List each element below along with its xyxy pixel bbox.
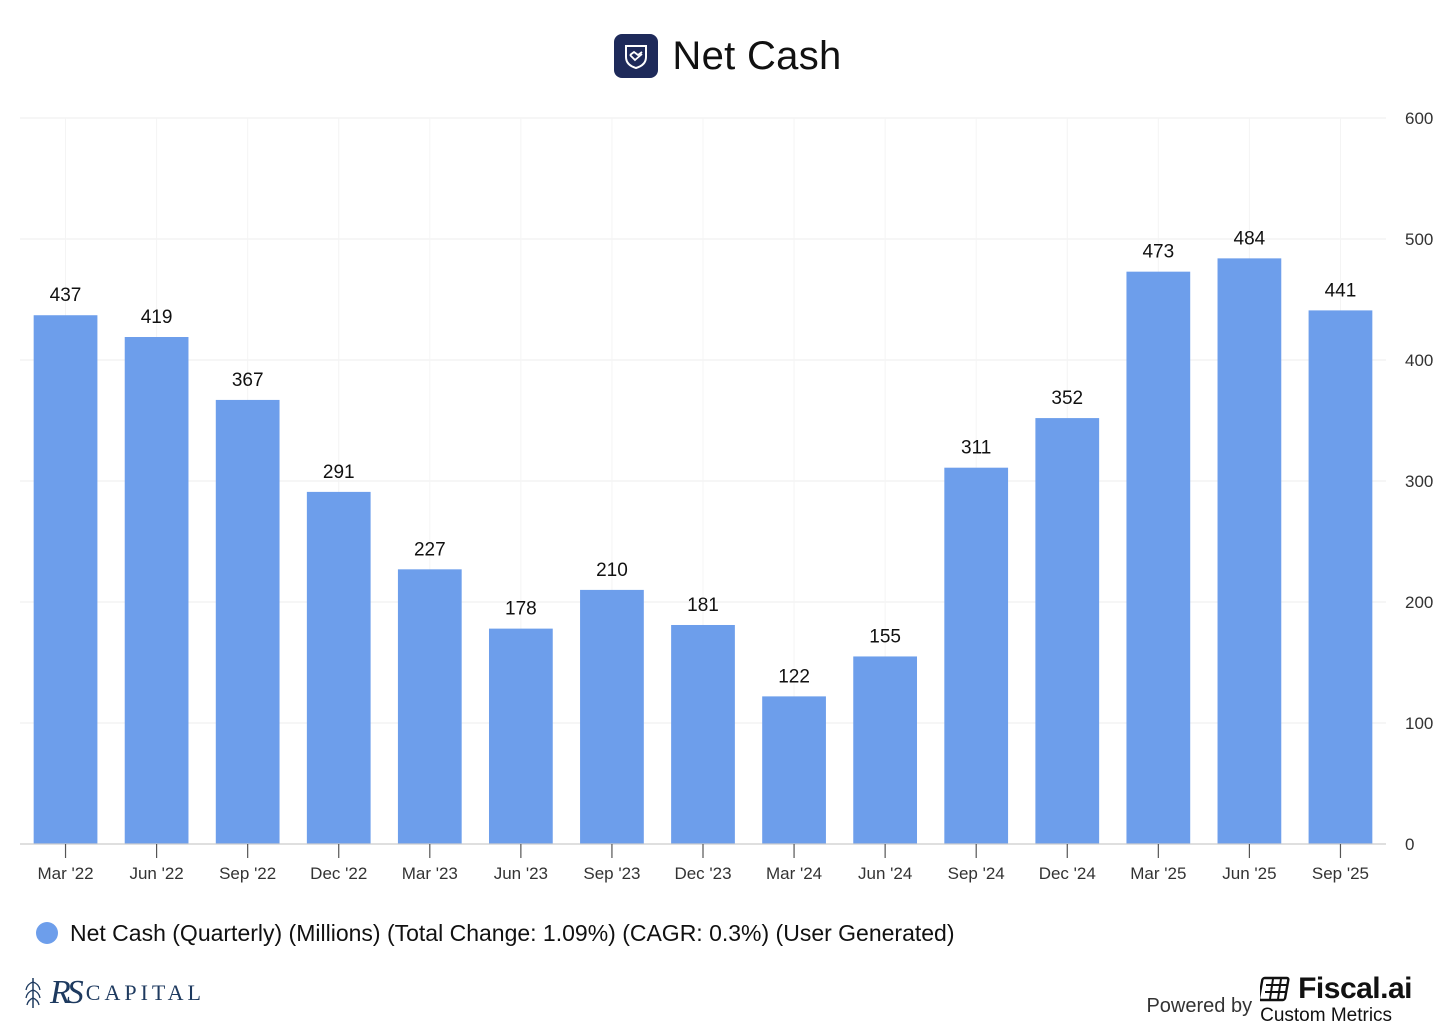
- legend[interactable]: Net Cash (Quarterly) (Millions) (Total C…: [36, 916, 955, 950]
- y-tick-label: 0: [1405, 835, 1414, 854]
- fiscal-ai-icon: [1260, 976, 1290, 1001]
- x-tick-label: Mar '23: [402, 864, 458, 883]
- powered-by-badge[interactable]: Powered by Fiscal.ai Custom Metrics: [1146, 972, 1412, 1026]
- y-tick-label: 600: [1405, 109, 1433, 128]
- y-tick-label: 100: [1405, 714, 1433, 733]
- bar[interactable]: [580, 589, 644, 844]
- bar[interactable]: [488, 628, 553, 844]
- fiscal-ai-logo: Fiscal.ai Custom Metrics: [1260, 971, 1412, 1026]
- x-tick-label: Dec '22: [310, 864, 367, 883]
- legend-swatch: [36, 922, 58, 944]
- bar[interactable]: [33, 315, 98, 845]
- rs-monogram: RS: [50, 974, 84, 1011]
- bar[interactable]: [215, 399, 280, 844]
- data-label: 227: [414, 539, 446, 560]
- x-tick-label: Jun '23: [494, 864, 548, 883]
- bar[interactable]: [853, 656, 918, 844]
- data-label: 367: [232, 370, 264, 391]
- bar[interactable]: [397, 569, 462, 844]
- x-tick-label: Sep '23: [583, 864, 640, 883]
- x-tick-label: Jun '25: [1222, 864, 1276, 883]
- data-label: 437: [50, 285, 82, 306]
- data-label: 210: [596, 560, 628, 581]
- y-tick-label: 200: [1405, 593, 1433, 612]
- bars: [33, 258, 1373, 845]
- chart-header: Net Cash: [0, 26, 1456, 86]
- legend-label: Net Cash (Quarterly) (Millions) (Total C…: [70, 919, 955, 946]
- data-label: 178: [505, 599, 537, 620]
- x-tick-label: Sep '25: [1312, 864, 1369, 883]
- x-tick-label: Mar '24: [766, 864, 822, 883]
- data-label: 181: [687, 595, 719, 616]
- data-label: 291: [323, 462, 355, 483]
- data-label: 441: [1325, 280, 1357, 301]
- y-tick-label: 400: [1405, 351, 1433, 370]
- bar[interactable]: [1308, 310, 1373, 844]
- rs-capital-logo: RS CAPITAL: [22, 968, 205, 1018]
- x-tick-label: Mar '25: [1130, 864, 1186, 883]
- bar[interactable]: [1035, 418, 1100, 844]
- bar-chart: 437 419 367 291 227 178 210 181 122 155 311 352 473 4…: [20, 109, 1433, 883]
- x-tick-label: Sep '24: [948, 864, 1005, 883]
- x-tick-label: Dec '24: [1039, 864, 1096, 883]
- powered-by-label: Powered by: [1146, 994, 1253, 1017]
- y-tick-label: 300: [1405, 472, 1433, 491]
- data-label: 484: [1234, 228, 1266, 249]
- x-tick-label: Mar '22: [37, 864, 93, 883]
- data-label: 419: [141, 307, 173, 328]
- x-tick-label: Jun '22: [129, 864, 183, 883]
- data-labels: 437 419 367 291 227 178 210 181 122 155 311 352 473 4…: [50, 228, 1357, 687]
- bar[interactable]: [1217, 258, 1282, 844]
- data-label: 155: [869, 626, 901, 647]
- axes: 0 100 200 300 400 500 600 Mar '22 Jun '22 Sep '22…: [20, 109, 1433, 883]
- wheat-icon: [25, 978, 41, 1008]
- bar[interactable]: [1126, 271, 1191, 844]
- x-tick-label: Dec '23: [674, 864, 731, 883]
- bar[interactable]: [671, 624, 735, 844]
- y-tick-label: 500: [1405, 230, 1433, 249]
- data-label: 352: [1051, 388, 1083, 409]
- bar[interactable]: [944, 467, 1009, 844]
- handshake-shield-icon: [614, 34, 659, 78]
- bar[interactable]: [762, 696, 826, 844]
- data-label: 122: [778, 666, 810, 687]
- x-tick-label: Jun '24: [858, 864, 912, 883]
- bar[interactable]: [124, 337, 189, 844]
- data-label: 311: [961, 438, 991, 459]
- chart-title: Net Cash: [672, 33, 842, 78]
- bar[interactable]: [306, 491, 371, 844]
- x-tick-label: Sep '22: [219, 864, 276, 883]
- data-label: 473: [1142, 242, 1174, 263]
- fiscal-ai-name: Fiscal.ai: [1298, 971, 1412, 1005]
- fiscal-ai-subtitle: Custom Metrics: [1260, 1004, 1393, 1026]
- rs-capital-wordmark: CAPITAL: [85, 980, 205, 1005]
